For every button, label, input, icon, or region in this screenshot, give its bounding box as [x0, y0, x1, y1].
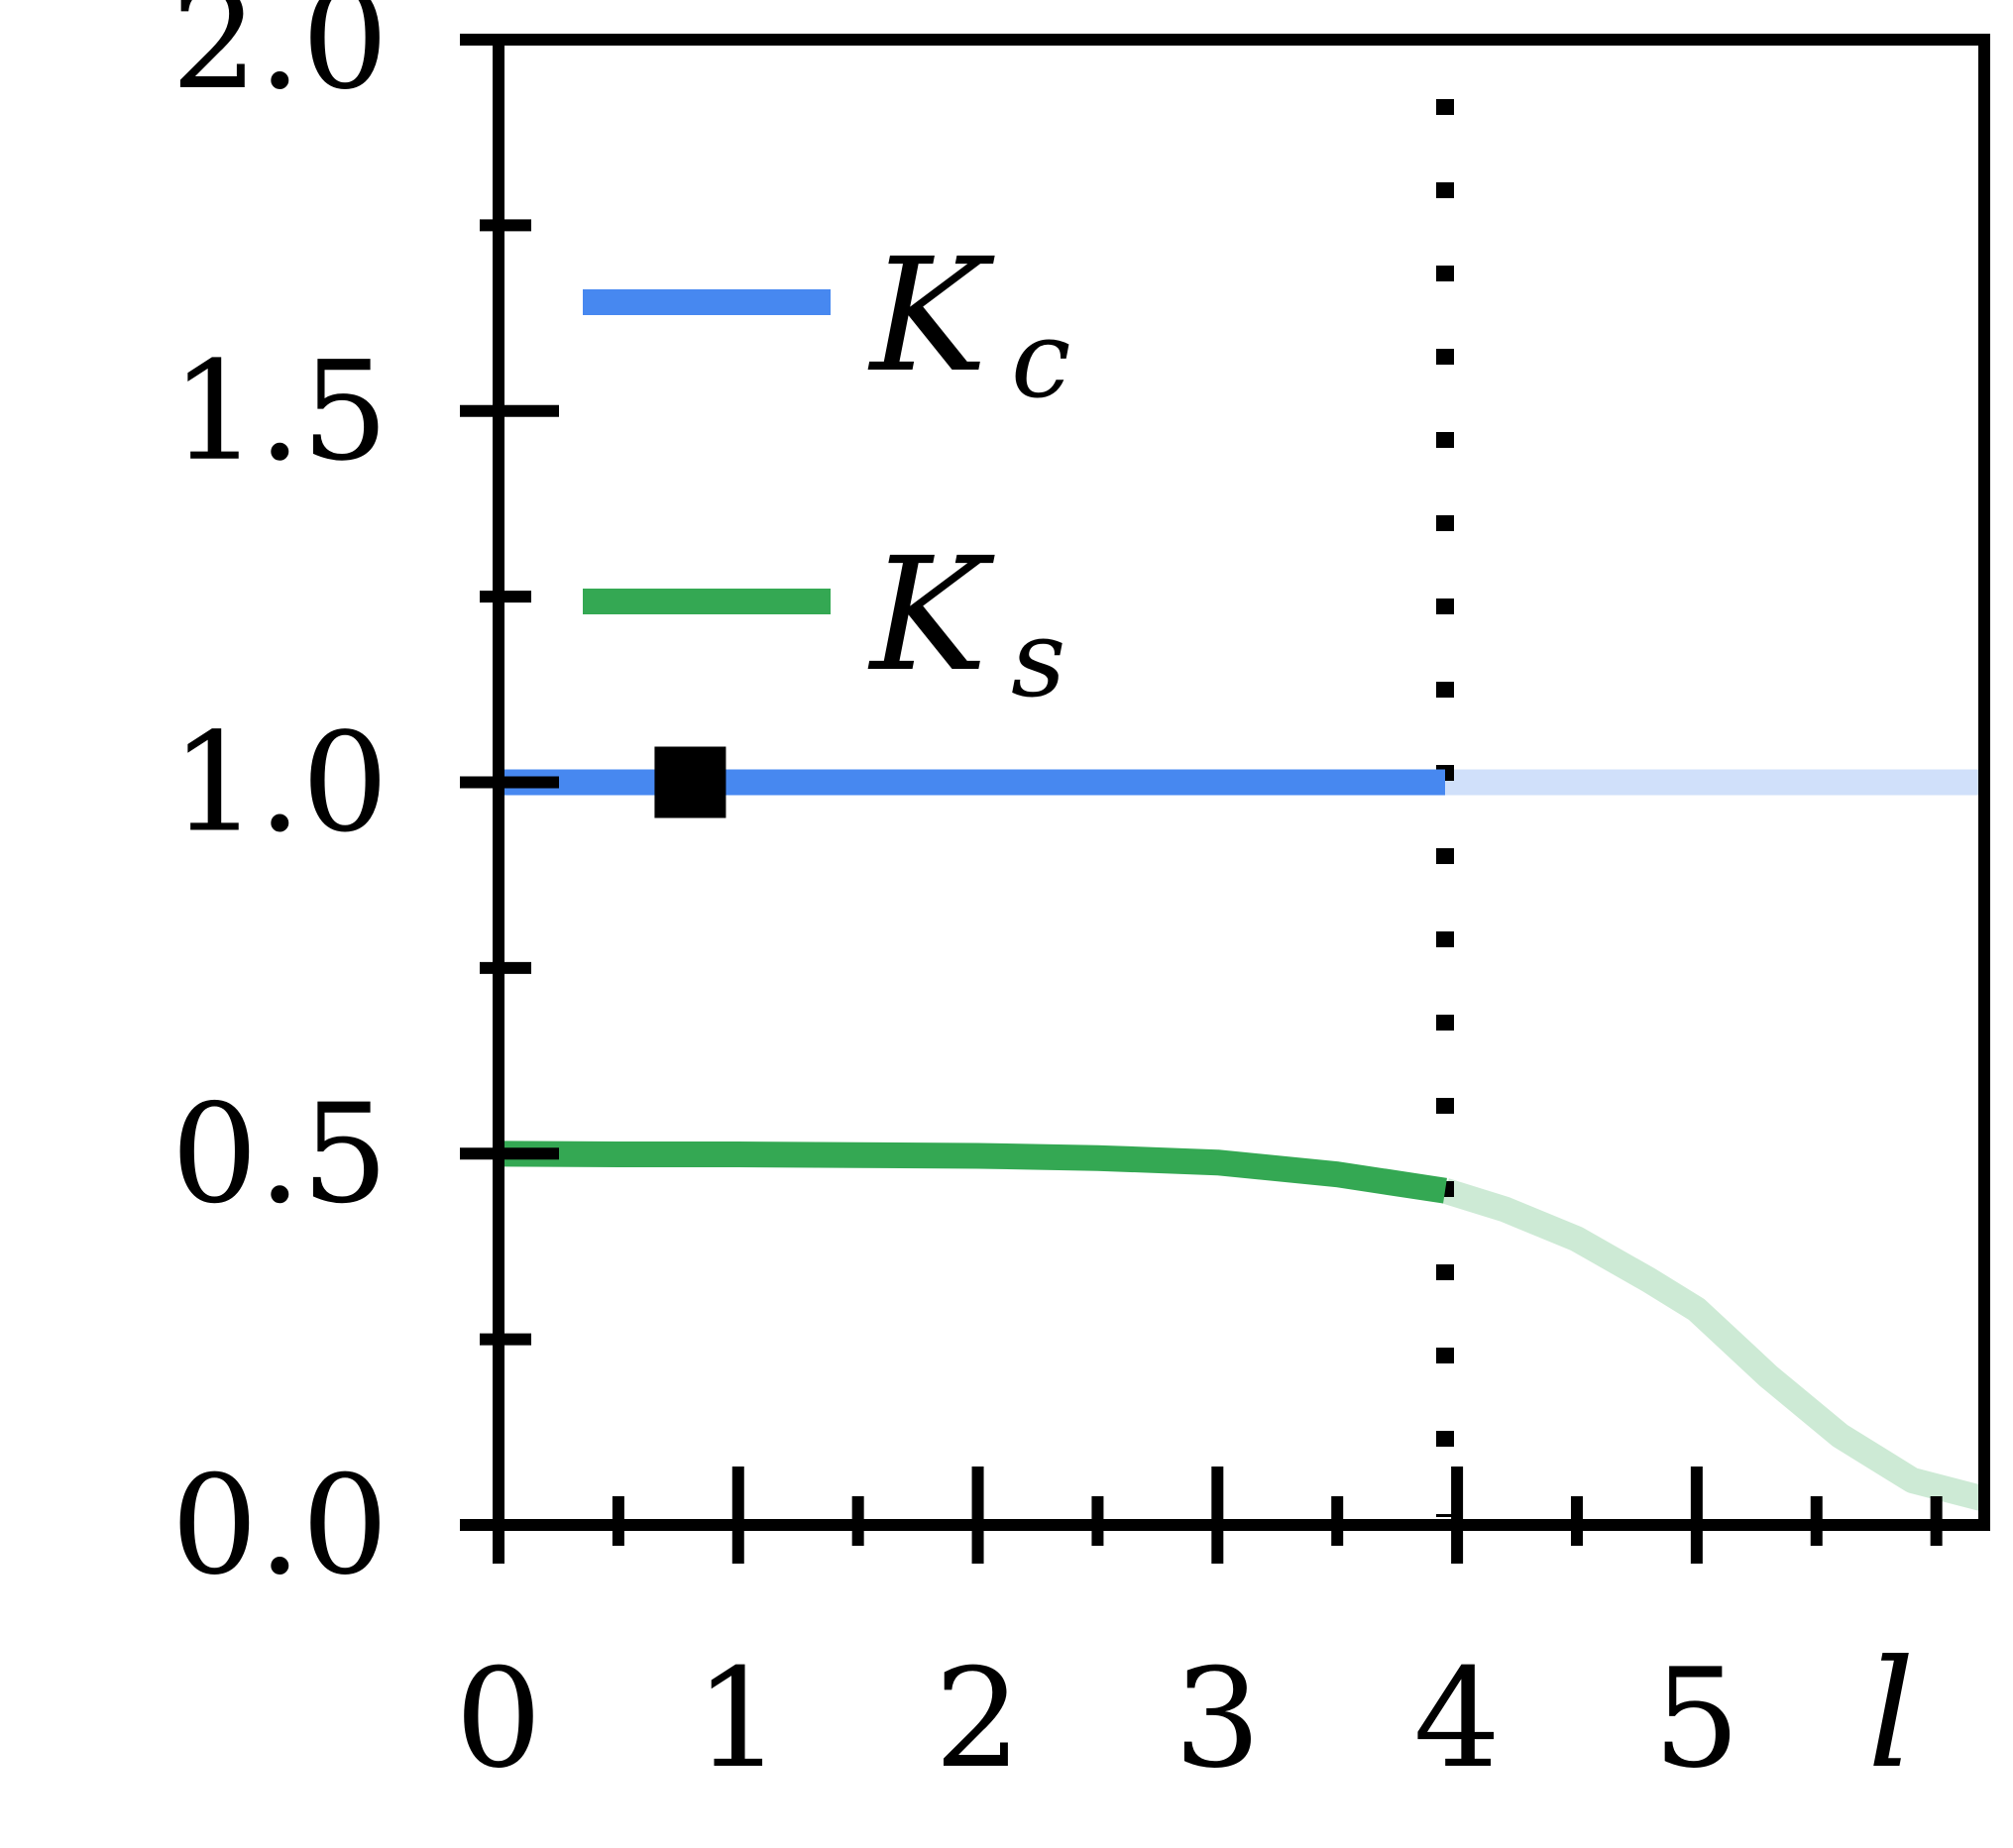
x-tick-label: 5 [1653, 1639, 1740, 1798]
legend-label-1: K [867, 524, 995, 707]
x-axis-label: l [1867, 1629, 1915, 1801]
x-tick-label: 0 [455, 1639, 542, 1798]
series-1-faded-line [1441, 1178, 1988, 1512]
y-tick-label: 0.0 [171, 1446, 389, 1605]
marker-square [654, 746, 727, 818]
x-tick-label: 2 [935, 1639, 1022, 1798]
x-tick-label: 4 [1413, 1639, 1501, 1798]
legend-subscript-1: s [1011, 598, 1065, 721]
y-tick-label: 1.5 [171, 332, 389, 491]
x-tick-label: 1 [695, 1639, 782, 1798]
series-1-line [498, 1141, 1447, 1204]
y-tick-label: 2.0 [171, 0, 389, 120]
y-tick-label: 0.5 [171, 1074, 389, 1234]
legend-subscript-0: c [1011, 298, 1071, 422]
y-tick-label: 1.0 [171, 704, 389, 863]
legend-label-0: K [867, 225, 995, 407]
x-tick-label: 3 [1174, 1639, 1261, 1798]
